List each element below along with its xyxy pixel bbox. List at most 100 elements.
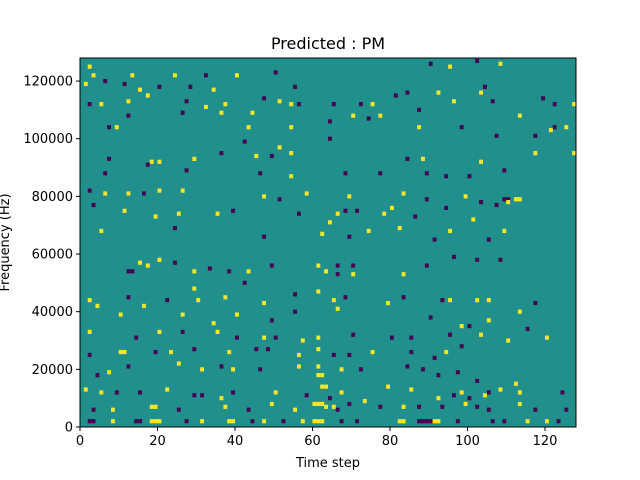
cell-negative [173,225,177,231]
cell-positive [475,298,480,303]
cell-negative [277,197,282,202]
cell-negative [502,168,507,173]
cell-negative [293,292,298,297]
cell-negative [250,419,255,424]
cell-positive [401,272,406,277]
cell-positive [390,205,394,211]
cell-negative [258,367,263,372]
cell-negative [494,202,499,208]
cell-negative [91,419,96,424]
cell-positive [397,419,402,424]
y-tick-label: 120000 [23,75,73,90]
cell-negative [180,329,185,334]
cell-negative [107,125,112,130]
cell-negative [424,197,429,202]
cell-positive [401,191,406,196]
cell-negative [401,295,406,300]
cell-negative [176,407,181,412]
cell-positive [223,404,228,409]
cell-negative [475,257,480,262]
cell-positive [126,191,131,196]
cell-positive [130,73,135,78]
cell-positive [452,99,456,104]
cell-positive [486,318,491,323]
cell-positive [331,404,336,409]
cell-positive [572,102,577,107]
cell-positive [99,390,104,395]
cell-positive [204,104,208,110]
cell-positive [215,211,220,216]
cell-positive [231,367,236,372]
cell-negative [269,263,274,268]
cell-negative [405,364,410,369]
cell-positive [463,194,468,199]
cell-positive [316,401,321,407]
cell-positive [479,332,484,337]
cell-negative [331,102,336,107]
cell-positive [269,401,274,407]
cell-positive [417,125,422,130]
cell-positive [347,194,352,199]
cell-negative [417,107,422,112]
cell-negative [331,352,336,358]
y-tick-label: 80000 [32,190,73,205]
cell-positive [320,419,325,424]
cell-positive [320,231,325,236]
x-tick-label: 120 [533,434,558,449]
cell-negative [122,81,127,87]
cell-positive [366,228,371,234]
cell-positive [409,387,414,392]
cell-positive [320,401,325,407]
cell-positive [157,188,162,193]
cell-negative [157,84,162,89]
cell-negative [269,153,274,159]
cell-negative [134,335,139,340]
cell-positive [297,364,301,369]
cell-positive [351,272,356,277]
cell-positive [219,396,224,401]
cell-negative [564,407,569,412]
cell-negative [138,419,143,424]
cell-positive [514,381,518,386]
cell-negative [413,214,418,219]
y-tick-label: 60000 [32,248,73,263]
cell-positive [246,269,251,274]
cell-positive [142,303,146,309]
cell-positive [122,349,127,355]
cell-positive [262,419,267,424]
cell-positive [471,217,476,222]
cell-negative [560,390,565,395]
cell-negative [273,70,278,75]
cell-positive [289,125,294,130]
cell-negative [444,174,449,179]
cell-negative [455,419,460,424]
cell-positive [297,352,301,358]
cell-positive [525,419,530,424]
cell-positive [227,349,232,355]
cell-negative [359,367,363,372]
cell-positive [351,113,356,118]
cell-positive [483,393,487,398]
cell-positive [316,364,321,369]
cell-positive [111,419,115,424]
cell-negative [231,208,236,213]
cell-negative [269,318,274,323]
cell-positive [99,228,104,234]
cell-positive [564,125,569,130]
x-tick-label: 100 [455,434,480,449]
cell-positive [149,159,154,164]
cell-positive [114,125,119,130]
y-tick-label: 20000 [32,363,73,378]
cell-negative [452,254,456,260]
cell-positive [111,407,115,412]
cell-negative [347,401,352,407]
cell-positive [444,349,449,355]
cell-positive [479,159,484,164]
cell-positive [211,321,216,326]
cell-positive [173,73,177,78]
cell-positive [157,329,162,334]
cell-positive [517,197,522,202]
cell-negative [444,205,449,211]
cell-positive [180,312,185,317]
